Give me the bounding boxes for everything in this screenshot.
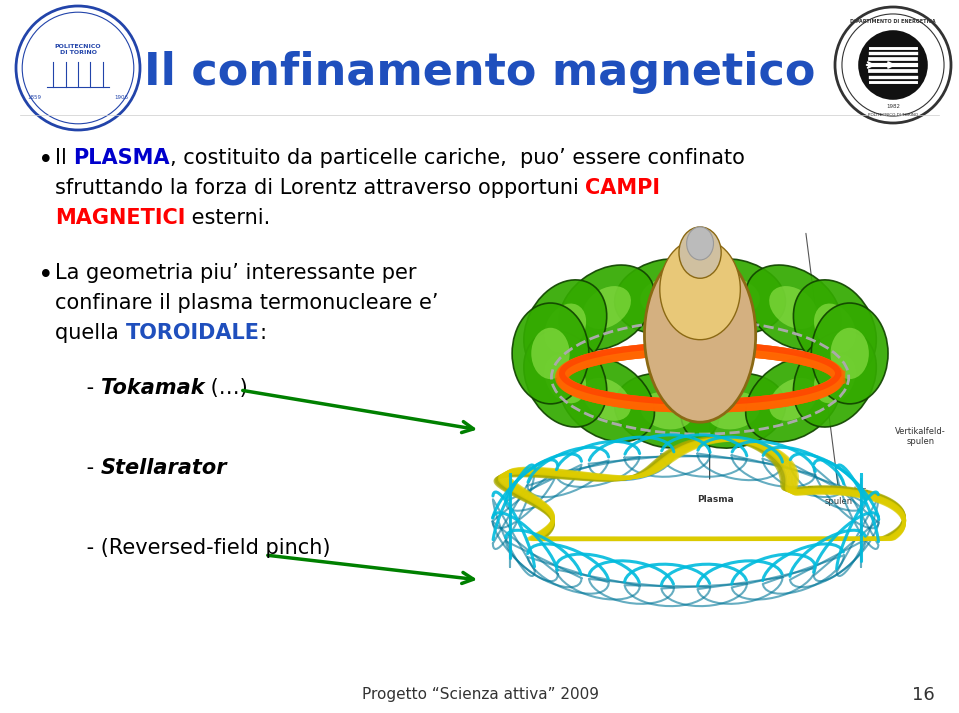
Text: esterni.: esterni. <box>185 208 270 228</box>
Text: Il: Il <box>55 148 74 168</box>
Ellipse shape <box>524 280 607 376</box>
Text: 1906: 1906 <box>114 95 129 100</box>
Text: PLASMA: PLASMA <box>74 148 170 168</box>
Text: Plasma: Plasma <box>697 495 734 503</box>
Ellipse shape <box>687 227 713 260</box>
Ellipse shape <box>641 392 693 429</box>
Text: , costituito da particelle cariche,  puo’ essere confinato: , costituito da particelle cariche, puo’… <box>170 148 745 168</box>
Circle shape <box>858 30 927 100</box>
Ellipse shape <box>830 328 869 379</box>
Text: - (Reversed-field pinch): - (Reversed-field pinch) <box>80 538 331 558</box>
Text: •: • <box>38 148 54 174</box>
Ellipse shape <box>583 286 631 329</box>
Ellipse shape <box>769 378 817 421</box>
Text: La geometria piu’ interessante per: La geometria piu’ interessante per <box>55 263 416 283</box>
Text: MAGNETICI: MAGNETICI <box>55 208 185 228</box>
Ellipse shape <box>559 265 654 350</box>
Text: CAMPI: CAMPI <box>586 178 661 198</box>
Ellipse shape <box>615 259 719 334</box>
Ellipse shape <box>660 239 740 339</box>
Ellipse shape <box>524 331 607 427</box>
Ellipse shape <box>559 356 654 442</box>
Ellipse shape <box>707 392 760 429</box>
Text: Vertikalfeld-
spulen: Vertikalfeld- spulen <box>896 427 946 446</box>
Ellipse shape <box>512 303 589 404</box>
Text: :: : <box>259 323 267 343</box>
Ellipse shape <box>641 277 693 315</box>
Ellipse shape <box>583 378 631 421</box>
Text: sfruttando la forza di Lorentz attraverso opportuni: sfruttando la forza di Lorentz attravers… <box>55 178 586 198</box>
Text: confinare il plasma termonucleare e’: confinare il plasma termonucleare e’ <box>55 293 438 313</box>
Ellipse shape <box>769 286 817 329</box>
Ellipse shape <box>545 354 586 404</box>
Text: Transformator-
spulen: Transformator- spulen <box>807 486 869 506</box>
Text: Progetto “Scienza attiva” 2009: Progetto “Scienza attiva” 2009 <box>362 687 598 702</box>
Text: Il confinamento magnetico: Il confinamento magnetico <box>144 51 816 93</box>
Ellipse shape <box>545 304 586 352</box>
Ellipse shape <box>531 328 570 379</box>
Text: TOROIDALE: TOROIDALE <box>126 323 259 343</box>
Ellipse shape <box>707 277 760 315</box>
Text: quella: quella <box>55 323 126 343</box>
Text: •: • <box>38 263 54 289</box>
Text: 1859: 1859 <box>28 95 41 100</box>
Ellipse shape <box>793 331 877 427</box>
Ellipse shape <box>793 280 877 376</box>
Text: (…): (…) <box>204 378 248 398</box>
Ellipse shape <box>681 373 785 448</box>
Ellipse shape <box>746 265 841 350</box>
Text: POLITECNICO DI TORINO: POLITECNICO DI TORINO <box>868 113 918 117</box>
Text: Tokamak: Tokamak <box>101 378 204 398</box>
Text: POLITECNICO
DI TORINO: POLITECNICO DI TORINO <box>55 44 102 55</box>
Ellipse shape <box>681 259 785 334</box>
Ellipse shape <box>746 356 841 442</box>
Text: DIPARTIMENTO DI ENERGETICA: DIPARTIMENTO DI ENERGETICA <box>851 19 936 24</box>
Ellipse shape <box>615 373 719 448</box>
Ellipse shape <box>814 304 855 352</box>
Text: -: - <box>80 378 101 398</box>
Text: Stellarator: Stellarator <box>101 458 227 478</box>
Text: 16: 16 <box>912 686 935 704</box>
Ellipse shape <box>644 248 756 422</box>
Ellipse shape <box>814 354 855 404</box>
Ellipse shape <box>811 303 888 404</box>
Text: -: - <box>80 458 101 478</box>
Text: 1982: 1982 <box>886 105 900 110</box>
Ellipse shape <box>679 227 721 278</box>
